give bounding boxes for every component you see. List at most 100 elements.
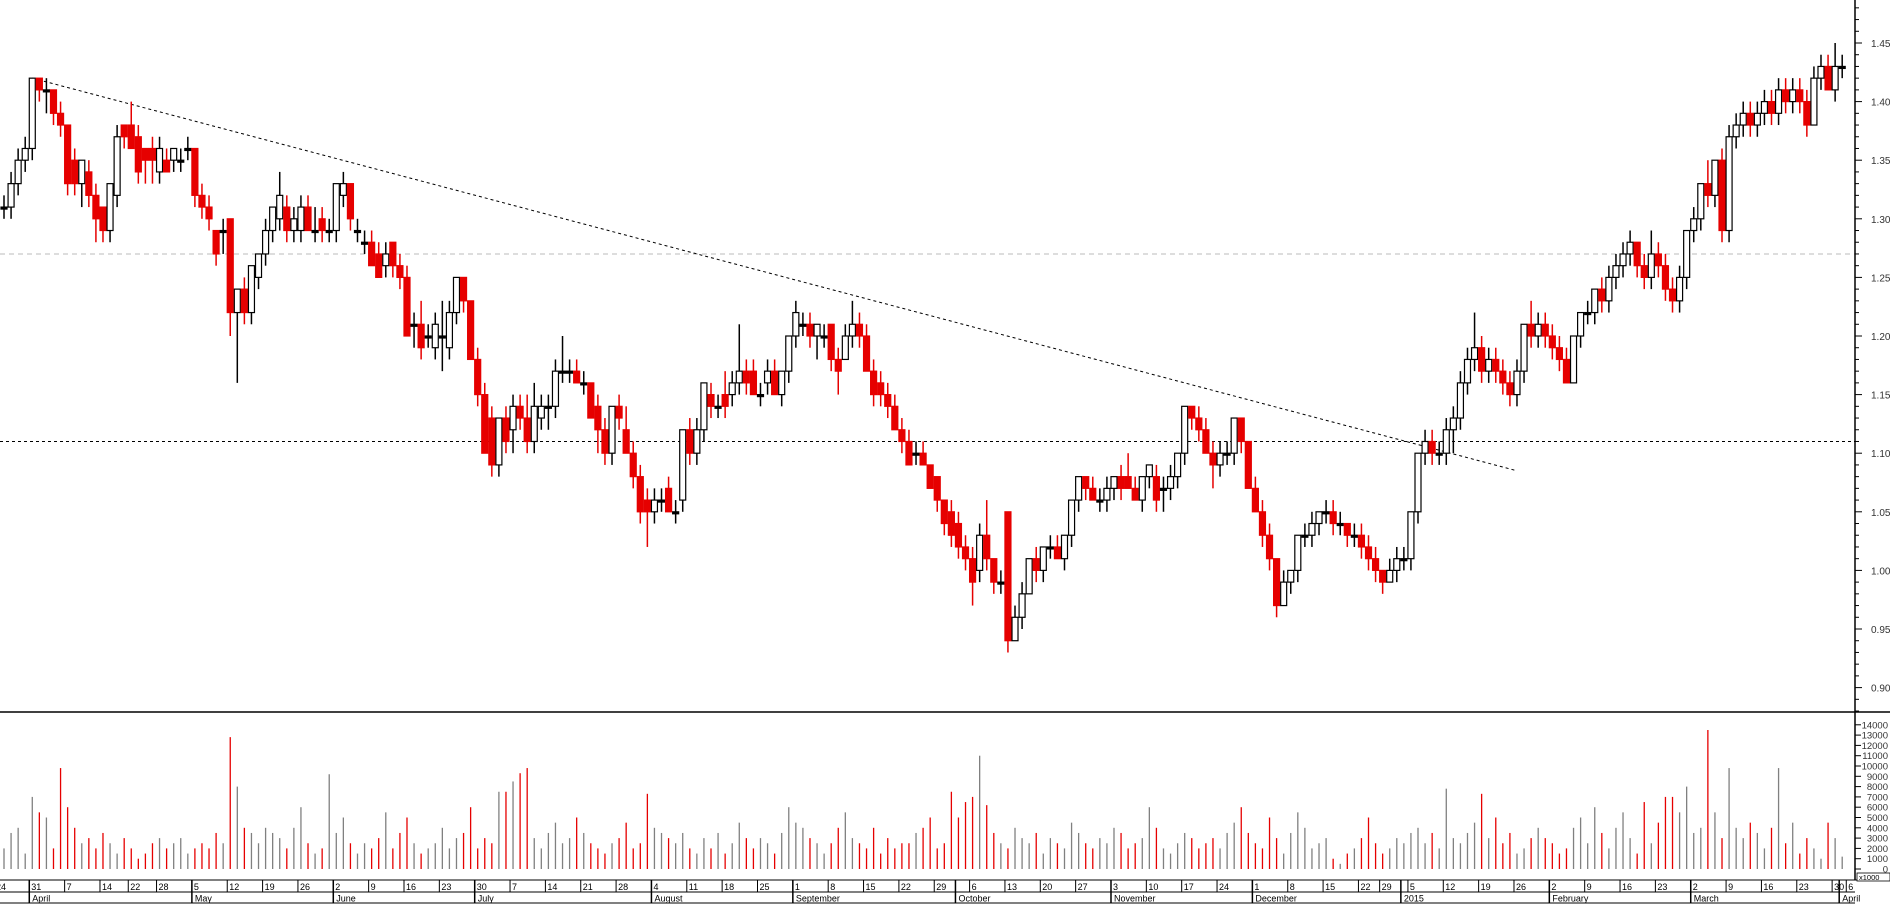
- week-tick-label: 15: [866, 882, 876, 892]
- candle: [1216, 441, 1224, 477]
- candle: [926, 464, 934, 489]
- candle: [778, 370, 786, 407]
- candle-body: [954, 522, 963, 548]
- candle-body: [1683, 229, 1691, 279]
- candle: [141, 147, 149, 184]
- candle-body: [1605, 276, 1613, 302]
- candle: [1675, 265, 1684, 313]
- candle-body: [1329, 511, 1337, 525]
- week-tick-label: 10: [1148, 882, 1158, 892]
- candle: [742, 359, 750, 395]
- candle: [85, 160, 93, 208]
- candle: [1555, 336, 1564, 372]
- candle-body: [1421, 440, 1429, 454]
- candle: [481, 382, 489, 454]
- week-tick-label: 11: [689, 882, 698, 892]
- candle-body: [947, 511, 955, 536]
- candle-body: [1810, 77, 1818, 126]
- candle: [233, 288, 241, 383]
- candle: [905, 429, 913, 466]
- candle: [1230, 417, 1238, 465]
- candle: [763, 359, 772, 395]
- candle: [622, 406, 630, 454]
- candle-body: [71, 159, 79, 185]
- candle: [1336, 511, 1344, 536]
- candle-body: [1060, 534, 1069, 560]
- candle: [1499, 359, 1507, 395]
- candle: [1718, 148, 1726, 243]
- candle-body: [1315, 511, 1323, 525]
- month-label: June: [336, 894, 356, 904]
- candle-body: [1428, 440, 1436, 454]
- candle: [389, 241, 397, 278]
- candle-body: [1117, 476, 1125, 489]
- price-tick-label: 1.40: [1871, 98, 1890, 109]
- candle: [1485, 347, 1493, 383]
- candle: [226, 218, 234, 336]
- candle: [1831, 43, 1839, 102]
- candle: [820, 324, 828, 348]
- volume-tick-label: 3000: [1867, 834, 1888, 845]
- candle-body: [1753, 112, 1761, 126]
- candle-body: [311, 229, 319, 234]
- candle-body: [523, 417, 531, 443]
- candle: [551, 359, 560, 419]
- candle: [530, 382, 538, 454]
- week-tick-label: 22: [130, 882, 140, 892]
- candle: [1739, 101, 1747, 137]
- volume-tick-label: 0: [1883, 865, 1888, 876]
- candle-body: [205, 206, 213, 220]
- candle-body: [1598, 288, 1606, 302]
- candle: [1774, 78, 1783, 126]
- candle-body: [643, 499, 651, 513]
- candle: [1626, 230, 1634, 266]
- candle-body: [1668, 288, 1677, 302]
- candle: [1364, 535, 1373, 571]
- candle-body: [1075, 476, 1083, 501]
- candle: [983, 500, 991, 571]
- candle-body: [261, 229, 270, 255]
- candle: [1322, 500, 1330, 524]
- candle: [1124, 453, 1132, 489]
- candle-body: [452, 276, 461, 314]
- candle-body: [877, 382, 885, 396]
- candle: [1697, 183, 1705, 231]
- candle-body: [997, 581, 1005, 585]
- candle-body: [481, 394, 489, 454]
- candle-body: [1195, 417, 1203, 431]
- candle: [1690, 207, 1698, 243]
- week-tick-label: 27: [1078, 882, 1088, 892]
- candle: [1810, 66, 1818, 126]
- candle-body: [707, 394, 715, 407]
- candle: [205, 195, 213, 231]
- candle-body: [488, 417, 496, 466]
- volume-tick-label: 6000: [1867, 803, 1888, 814]
- candle: [1520, 323, 1528, 383]
- candle: [1089, 476, 1097, 501]
- candle: [1782, 78, 1790, 114]
- candle-body: [304, 206, 312, 232]
- candle-body: [1838, 65, 1846, 70]
- month-label: March: [1694, 894, 1719, 904]
- candle: [721, 371, 729, 419]
- candle-body: [756, 394, 765, 398]
- week-tick-label: 1: [1254, 882, 1259, 892]
- candle: [1039, 546, 1047, 583]
- candle: [1753, 101, 1761, 137]
- candle: [1287, 569, 1295, 594]
- candle-body: [558, 370, 567, 374]
- candle-body: [1520, 323, 1528, 372]
- candle: [360, 230, 369, 254]
- week-tick-label: 14: [102, 882, 112, 892]
- candle: [163, 148, 171, 173]
- candle: [219, 218, 227, 254]
- volume-tick-label: 4000: [1867, 823, 1888, 834]
- candle: [650, 488, 659, 524]
- candle: [1456, 371, 1465, 430]
- candle-body: [749, 370, 758, 396]
- candle: [368, 230, 376, 267]
- candle: [452, 276, 461, 325]
- candle-body: [1774, 89, 1783, 114]
- candle-body: [1661, 265, 1670, 290]
- candle-body: [219, 229, 227, 234]
